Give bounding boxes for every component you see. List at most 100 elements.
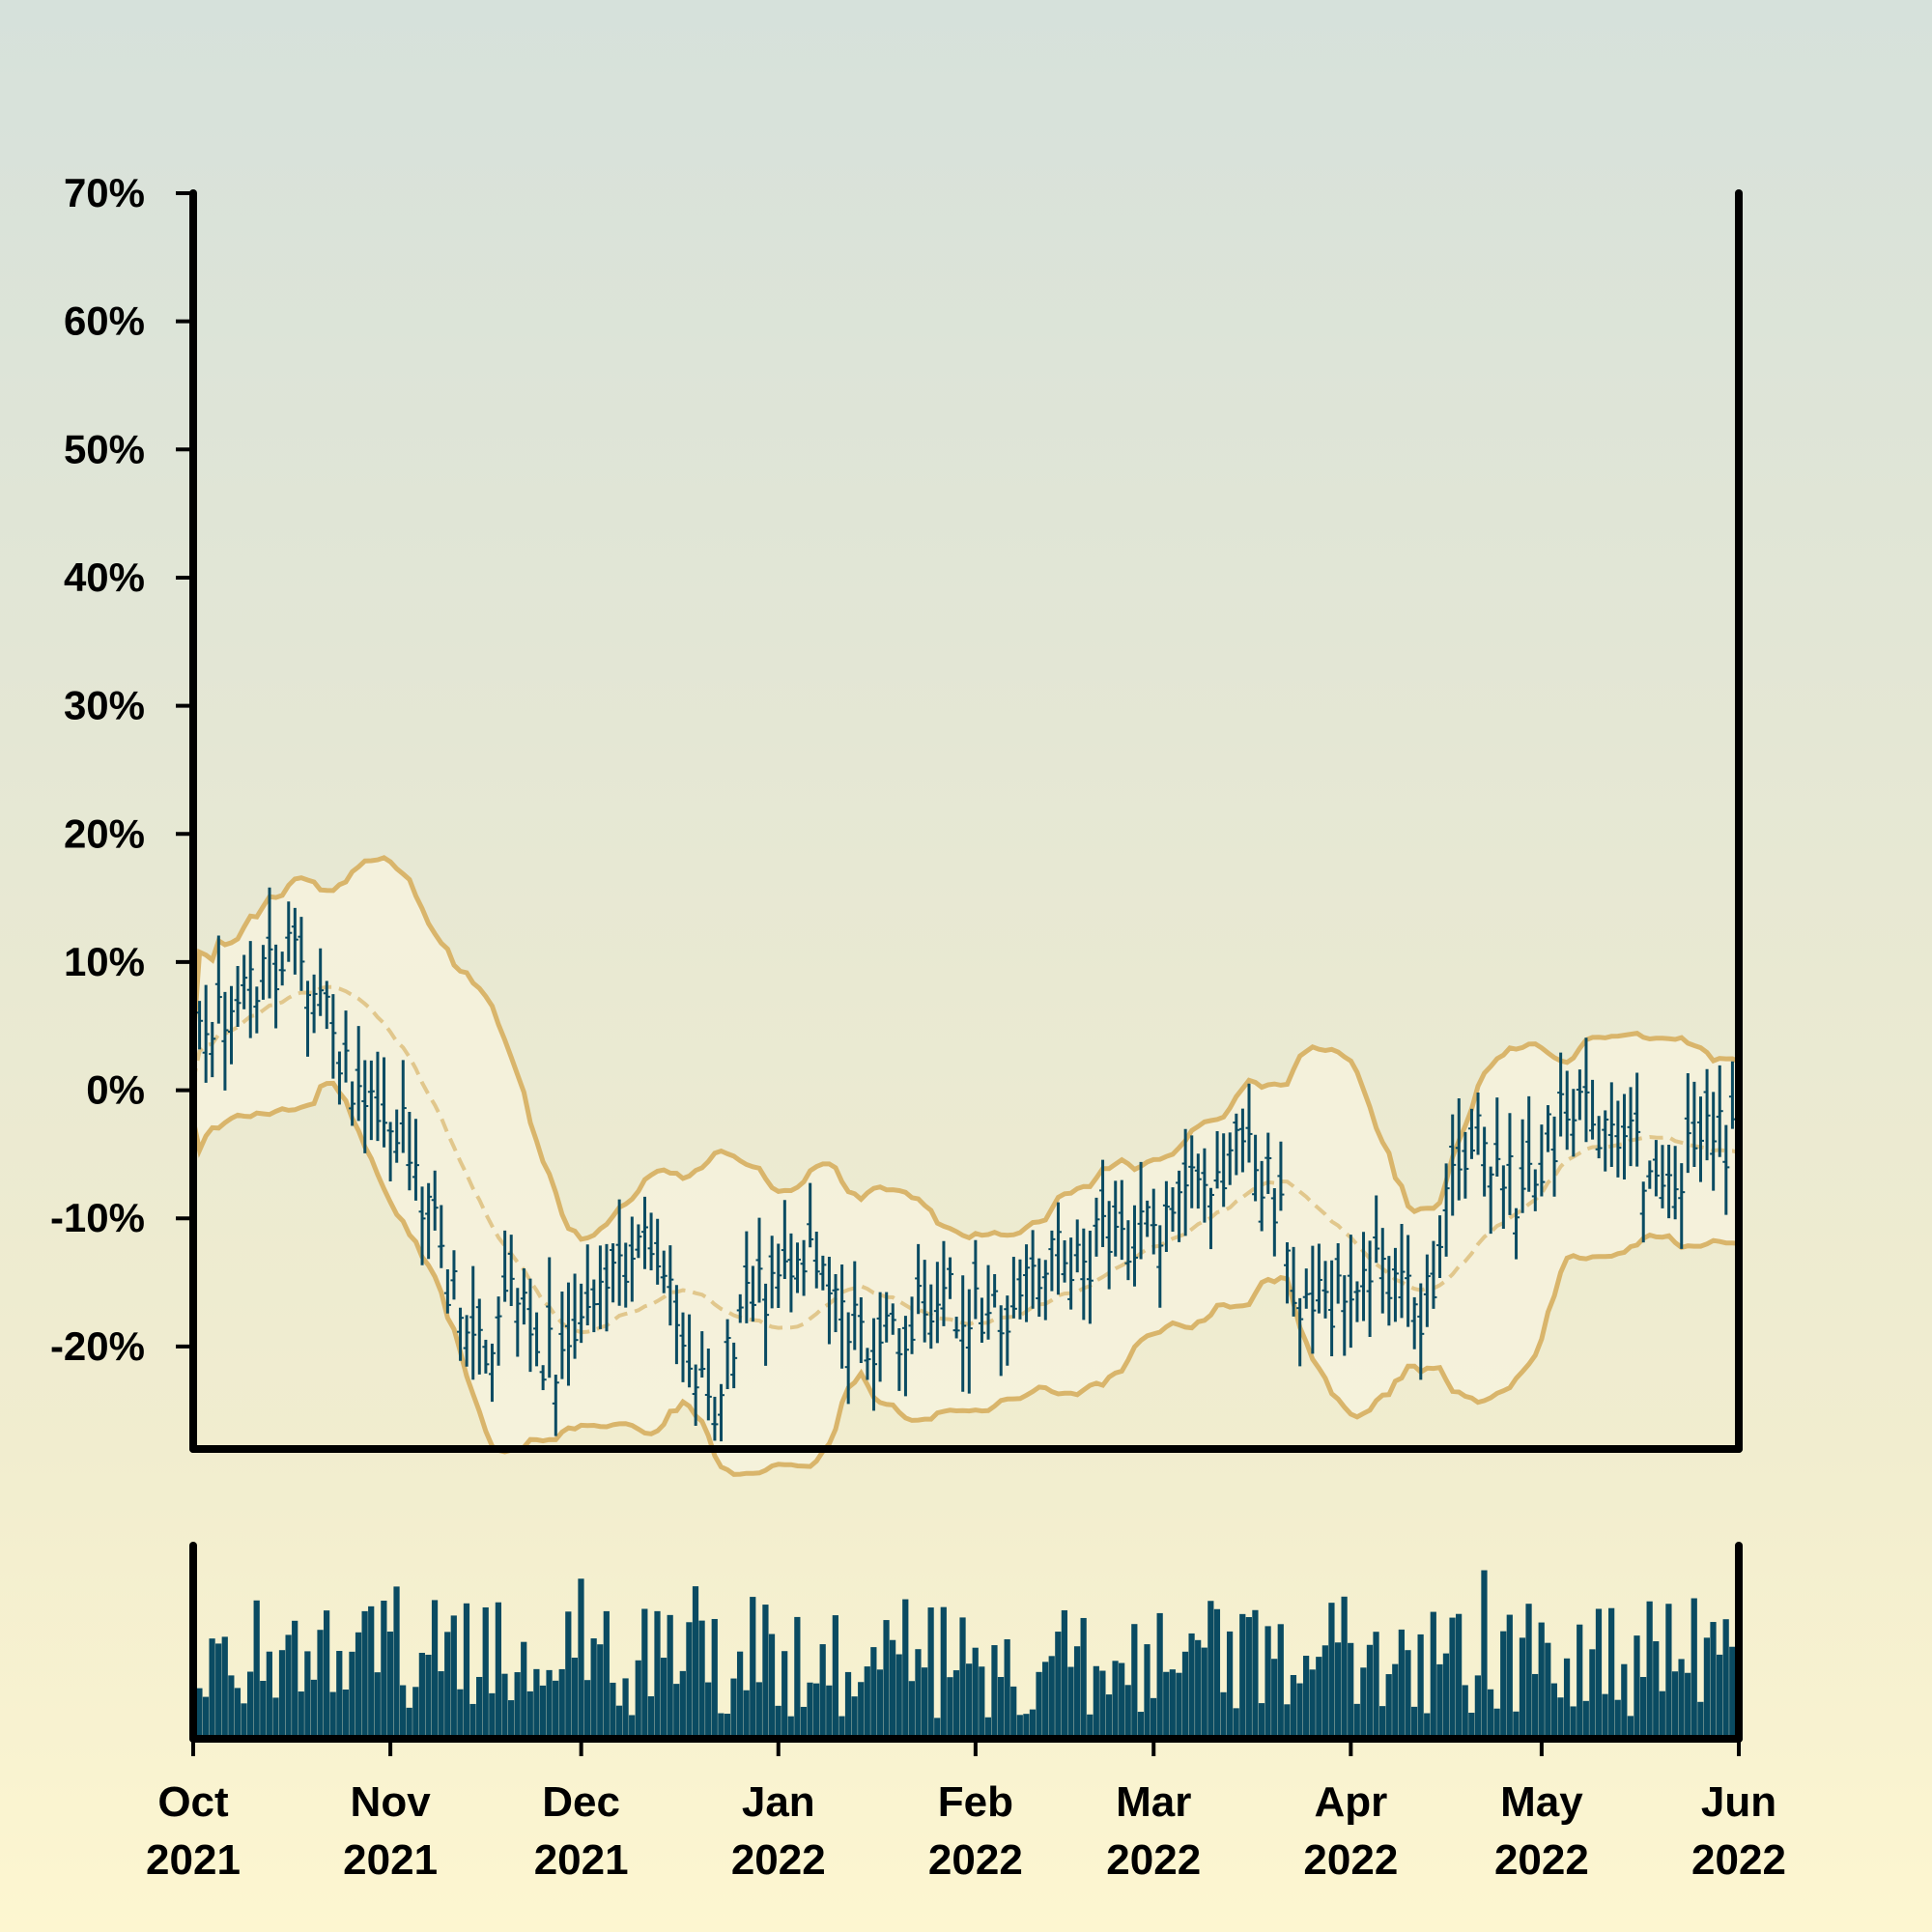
volume-bar [908, 1681, 915, 1739]
volume-bar [698, 1620, 705, 1739]
volume-bar [762, 1605, 769, 1739]
y-tick-label: -20% [50, 1323, 145, 1369]
y-tick-label: 70% [64, 170, 145, 215]
volume-bar [1119, 1662, 1125, 1739]
y-tick-label: 10% [64, 939, 145, 984]
volume-bar [285, 1634, 292, 1739]
volume-bar [1398, 1629, 1405, 1739]
volume-bar [1722, 1619, 1729, 1739]
volume-bar [883, 1620, 890, 1739]
y-tick-label: -10% [50, 1195, 145, 1240]
volume-bar [329, 1691, 336, 1739]
volume-bar [1271, 1659, 1278, 1739]
volume-bar [1341, 1596, 1348, 1739]
volume-bar [940, 1606, 947, 1739]
volume-bar [304, 1651, 311, 1739]
volume-bar [1201, 1647, 1208, 1739]
volume-bar [1449, 1617, 1456, 1739]
volume-bar [1156, 1612, 1163, 1739]
volume-bar [368, 1605, 375, 1739]
y-tick-label: 60% [64, 298, 145, 344]
volume-bar [489, 1692, 496, 1739]
volume-bar [768, 1634, 776, 1739]
volume-bar [826, 1685, 833, 1739]
volume-bar [253, 1600, 260, 1739]
axes-layer: 70% 60% 50% 40% 30% 20% 10% 0% -10% -20% Oct 2021 No… [50, 170, 1786, 1884]
volume-bar [838, 1716, 845, 1739]
volume-bar [1023, 1714, 1030, 1739]
volume-bar [1334, 1642, 1342, 1739]
volume-bar [1665, 1604, 1672, 1739]
x-tick-year: 2021 [343, 1836, 438, 1884]
volume-bar [1208, 1601, 1214, 1739]
volume-bar [679, 1670, 686, 1739]
volume-bar [1589, 1649, 1596, 1739]
volume-bar [1004, 1638, 1010, 1739]
volume-bar [501, 1673, 508, 1739]
volume-bar [870, 1647, 877, 1739]
volume-bar [1557, 1697, 1564, 1739]
volume-bar [457, 1689, 464, 1739]
volume-bar [1570, 1706, 1577, 1739]
volume-bar [241, 1703, 247, 1739]
volume-bar [317, 1630, 324, 1739]
volume-bar [1137, 1712, 1145, 1739]
volume-bar [1245, 1617, 1252, 1739]
volume-bar [692, 1586, 699, 1739]
y-tick-label: 50% [64, 426, 145, 471]
volume-bar [1290, 1674, 1297, 1739]
volume-bar [583, 1680, 591, 1739]
volume-bar [864, 1666, 870, 1739]
volume-bar [1195, 1639, 1202, 1739]
volume-bar [590, 1638, 597, 1739]
volume-bar [425, 1654, 432, 1739]
volume-bar [844, 1671, 852, 1739]
volume-bar [895, 1654, 902, 1739]
bollinger-band-fill [193, 857, 1739, 1475]
volume-bar [342, 1690, 349, 1739]
volume-bar [686, 1622, 693, 1739]
volume-bar [1099, 1670, 1106, 1739]
volume-bar [1430, 1611, 1436, 1739]
volume-bar [349, 1651, 355, 1739]
volume-bar [1678, 1659, 1685, 1739]
volume-bar [1500, 1631, 1507, 1739]
volume-bar [558, 1668, 565, 1739]
volume-bar [565, 1611, 572, 1739]
volume-bar [546, 1669, 553, 1739]
volume-bar [787, 1716, 794, 1739]
volume-bar [915, 1649, 922, 1739]
x-tick-month: Dec [542, 1778, 620, 1826]
volume-bar [1493, 1708, 1500, 1739]
volume-bar [202, 1696, 210, 1739]
volume-bar [927, 1607, 934, 1739]
x-tick-month: Apr [1314, 1778, 1387, 1826]
moving-average-line [191, 984, 1740, 1335]
volume-bar [1550, 1683, 1558, 1739]
volume-bar [1042, 1662, 1049, 1739]
volume-bar [215, 1643, 222, 1739]
volume-bar [323, 1610, 330, 1739]
volume-bar [597, 1644, 604, 1739]
volume-bar [660, 1658, 668, 1739]
volume-bar [997, 1677, 1005, 1739]
volume-bar [952, 1670, 960, 1739]
volume-bar [711, 1618, 718, 1739]
volume-bar [1131, 1624, 1138, 1739]
volume-bar [1462, 1685, 1468, 1739]
volume-bar [635, 1660, 641, 1739]
volume-bar [1602, 1693, 1608, 1739]
y-tick-label: 20% [64, 810, 145, 856]
volume-bar [228, 1675, 235, 1739]
volume-bar [1729, 1646, 1736, 1739]
volume-bar [1309, 1669, 1316, 1739]
volume-bar [495, 1602, 502, 1739]
x-tick-month: Jun [1701, 1778, 1776, 1826]
volume-bar [1093, 1665, 1099, 1739]
volume-bar [851, 1696, 858, 1739]
volume-bar [991, 1645, 998, 1739]
volume-bar [476, 1676, 483, 1739]
volume-bar [1424, 1713, 1431, 1739]
volume-bar [1010, 1686, 1017, 1739]
